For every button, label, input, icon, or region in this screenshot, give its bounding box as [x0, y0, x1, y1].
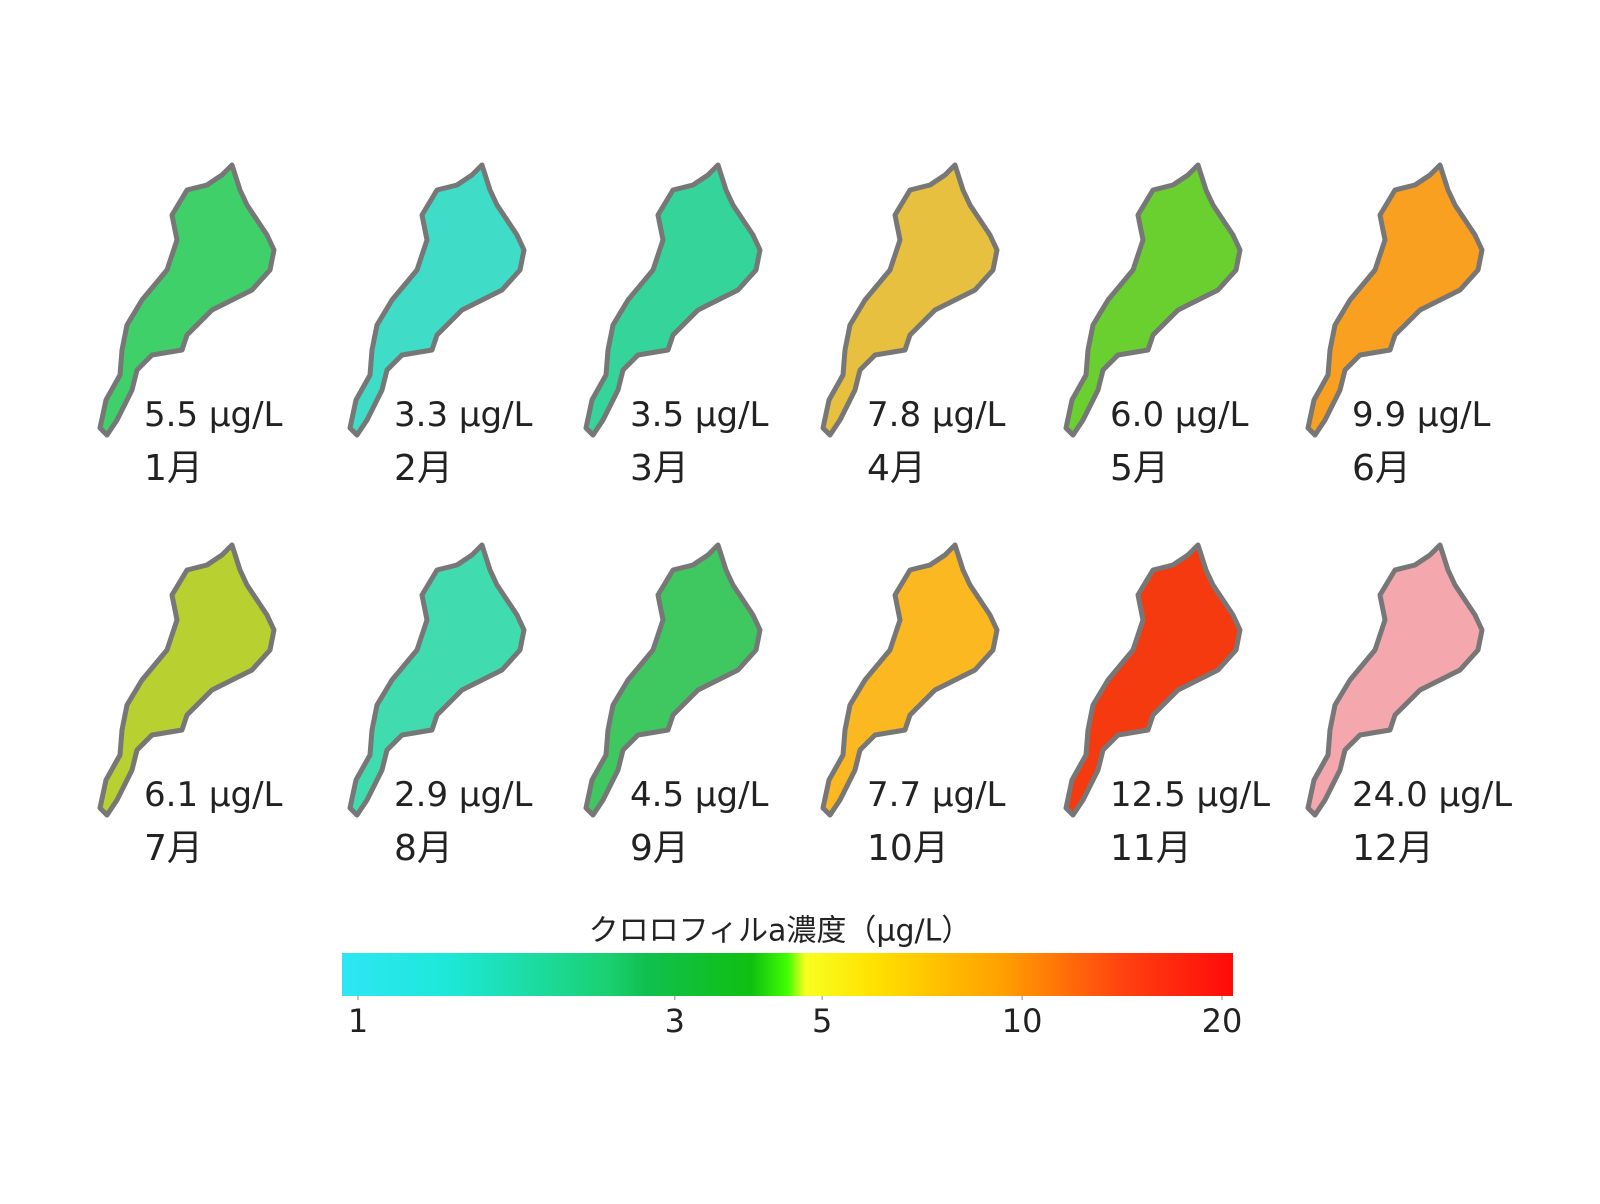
month-label: 2月 — [394, 448, 453, 489]
lake-panel: 3.5 μg/L 3月 — [583, 162, 769, 489]
month-label: 4月 — [867, 448, 926, 489]
lake-panel: 3.3 μg/L 2月 — [347, 162, 533, 489]
value-label: 12.5 μg/L — [1110, 775, 1270, 815]
lake-panel: 6.0 μg/L 5月 — [1063, 162, 1249, 489]
lake-map — [583, 162, 763, 438]
tick-label: 10 — [1002, 1002, 1043, 1040]
lake-map — [820, 162, 1000, 438]
colorbar — [342, 953, 1233, 996]
month-label: 6月 — [1352, 448, 1411, 489]
value-label: 3.3 μg/L — [394, 395, 533, 435]
value-label: 5.5 μg/L — [144, 395, 283, 435]
lake-map — [347, 542, 527, 818]
value-label: 6.0 μg/L — [1110, 395, 1249, 435]
lake-panel: 2.9 μg/L 8月 — [347, 542, 533, 869]
month-label: 8月 — [394, 828, 453, 869]
month-label: 9月 — [630, 828, 689, 869]
maps: 5.5 μg/L 1月 3.3 μg/L 2月 3.5 μg/L 3月 7.8 μg/L 4月… — [97, 162, 1512, 869]
lake-panel: 12.5 μg/L 11月 — [1063, 542, 1270, 869]
value-label: 7.8 μg/L — [867, 395, 1006, 435]
value-label: 6.1 μg/L — [144, 775, 283, 815]
lake-panel: 6.1 μg/L 7月 — [97, 542, 283, 869]
lake-map — [583, 542, 763, 818]
month-label: 5月 — [1110, 448, 1169, 489]
lake-map — [97, 542, 277, 818]
month-label: 1月 — [144, 448, 203, 489]
tick-label: 5 — [812, 1002, 832, 1040]
value-label: 2.9 μg/L — [394, 775, 533, 815]
month-label: 3月 — [630, 448, 689, 489]
month-label: 12月 — [1352, 828, 1434, 869]
lake-panel: 7.7 μg/L 10月 — [820, 542, 1006, 869]
lake-panel: 5.5 μg/L 1月 — [97, 162, 283, 489]
month-label: 7月 — [144, 828, 203, 869]
tick-label: 3 — [665, 1002, 685, 1040]
lake-map — [97, 162, 277, 438]
value-label: 4.5 μg/L — [630, 775, 769, 815]
lake-panel: 4.5 μg/L 9月 — [583, 542, 769, 869]
lake-map — [1063, 162, 1243, 438]
tick-label: 1 — [348, 1002, 368, 1040]
value-label: 3.5 μg/L — [630, 395, 769, 435]
colorbar-title: クロロフィルa濃度（μg/L） — [589, 914, 972, 949]
colorbar-ticks: 1 3 5 10 20 — [348, 996, 1243, 1040]
value-label: 9.9 μg/L — [1352, 395, 1491, 435]
lake-map — [820, 542, 1000, 818]
lake-panel: 24.0 μg/L 12月 — [1305, 542, 1512, 869]
lake-map — [1305, 542, 1485, 818]
month-label: 11月 — [1110, 828, 1192, 869]
value-label: 7.7 μg/L — [867, 775, 1006, 815]
lake-map — [347, 162, 527, 438]
lake-map — [1305, 162, 1485, 438]
value-label: 24.0 μg/L — [1352, 775, 1512, 815]
month-label: 10月 — [867, 828, 949, 869]
lake-panel: 7.8 μg/L 4月 — [820, 162, 1006, 489]
tick-label: 20 — [1202, 1002, 1243, 1040]
lake-map — [1063, 542, 1243, 818]
lake-panel: 9.9 μg/L 6月 — [1305, 162, 1491, 489]
